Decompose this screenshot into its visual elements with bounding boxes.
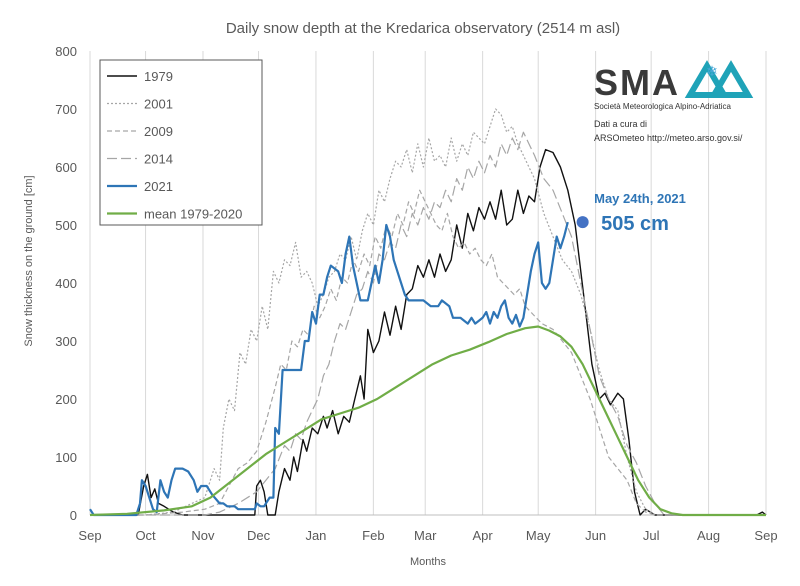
- y-tick-labels: 0 100 200 300 400 500 600 700 800: [55, 44, 77, 523]
- x-tick-label: Oct: [135, 528, 156, 543]
- legend-label: 1979: [144, 69, 173, 84]
- y-tick-label: 500: [55, 218, 77, 233]
- series-line-1979: [90, 148, 767, 516]
- legend-label: mean 1979-2020: [144, 207, 242, 222]
- chart-title: Daily snow depth at the Kredarica observ…: [226, 20, 620, 37]
- legend-label: 2009: [144, 124, 173, 139]
- series-line-2009: [90, 189, 766, 516]
- credit-line-2: ARSOmeteo http://meteo.arso.gov.si/: [594, 133, 743, 143]
- x-axis-label: Months: [410, 556, 447, 568]
- y-tick-label: 700: [55, 102, 77, 117]
- y-tick-label: 600: [55, 160, 77, 175]
- series-lines: [89, 108, 767, 517]
- x-tick-label: Jul: [643, 528, 660, 543]
- legend-box: [99, 59, 263, 226]
- x-tick-label: May: [526, 528, 551, 543]
- series-line-mean-1979-2020: [89, 325, 766, 517]
- annotation-marker: [576, 216, 589, 229]
- annotation-date: May 24th, 2021: [594, 191, 686, 206]
- x-tick-label: Sep: [78, 528, 101, 543]
- y-tick-label: 300: [55, 334, 77, 349]
- credit-line-1: Dati a cura di: [594, 119, 647, 129]
- x-tick-label: Feb: [362, 528, 384, 543]
- logo-text: SMA: [594, 62, 680, 103]
- y-tick-label: 100: [55, 450, 77, 465]
- series-line-2021: [89, 221, 569, 517]
- y-tick-label: 800: [55, 44, 77, 59]
- y-tick-label: 0: [70, 508, 77, 523]
- series-line-2001: [90, 108, 766, 516]
- y-axis-label: Snow thickness on the ground [cm]: [23, 175, 35, 346]
- legend-label: 2021: [144, 179, 173, 194]
- annotation-value: 505 cm: [601, 213, 669, 235]
- legend: 1979 2001 2009 2014 2021 mean 1979-2020: [99, 59, 263, 226]
- series-line-2014: [90, 131, 766, 516]
- y-tick-label: 400: [55, 276, 77, 291]
- y-tick-label: 200: [55, 392, 77, 407]
- x-tick-label: Aug: [697, 528, 720, 543]
- annotation: May 24th, 2021 505 cm: [576, 191, 686, 235]
- x-tick-label: Jan: [305, 528, 326, 543]
- legend-label: 2001: [144, 97, 173, 112]
- x-tick-label: Jun: [585, 528, 606, 543]
- logo-subtitle: Società Meteorologica Alpino-Adriatica: [594, 102, 732, 111]
- snowflake-icon: ❄: [706, 64, 718, 80]
- sma-logo: SMA ❄ Società Meteorologica Alpino-Adria…: [594, 60, 754, 143]
- x-tick-label: Apr: [473, 528, 494, 543]
- legend-label: 2014: [144, 152, 173, 167]
- x-tick-label: Mar: [414, 528, 437, 543]
- logo-mountain-icon: [684, 60, 754, 98]
- x-tick-label: Nov: [191, 528, 215, 543]
- x-tick-label: Sep: [754, 528, 777, 543]
- x-tick-label: Dec: [247, 528, 271, 543]
- x-tick-labels: Sep Oct Nov Dec Jan Feb Mar Apr May Jun Jul Aug Sep: [78, 528, 777, 543]
